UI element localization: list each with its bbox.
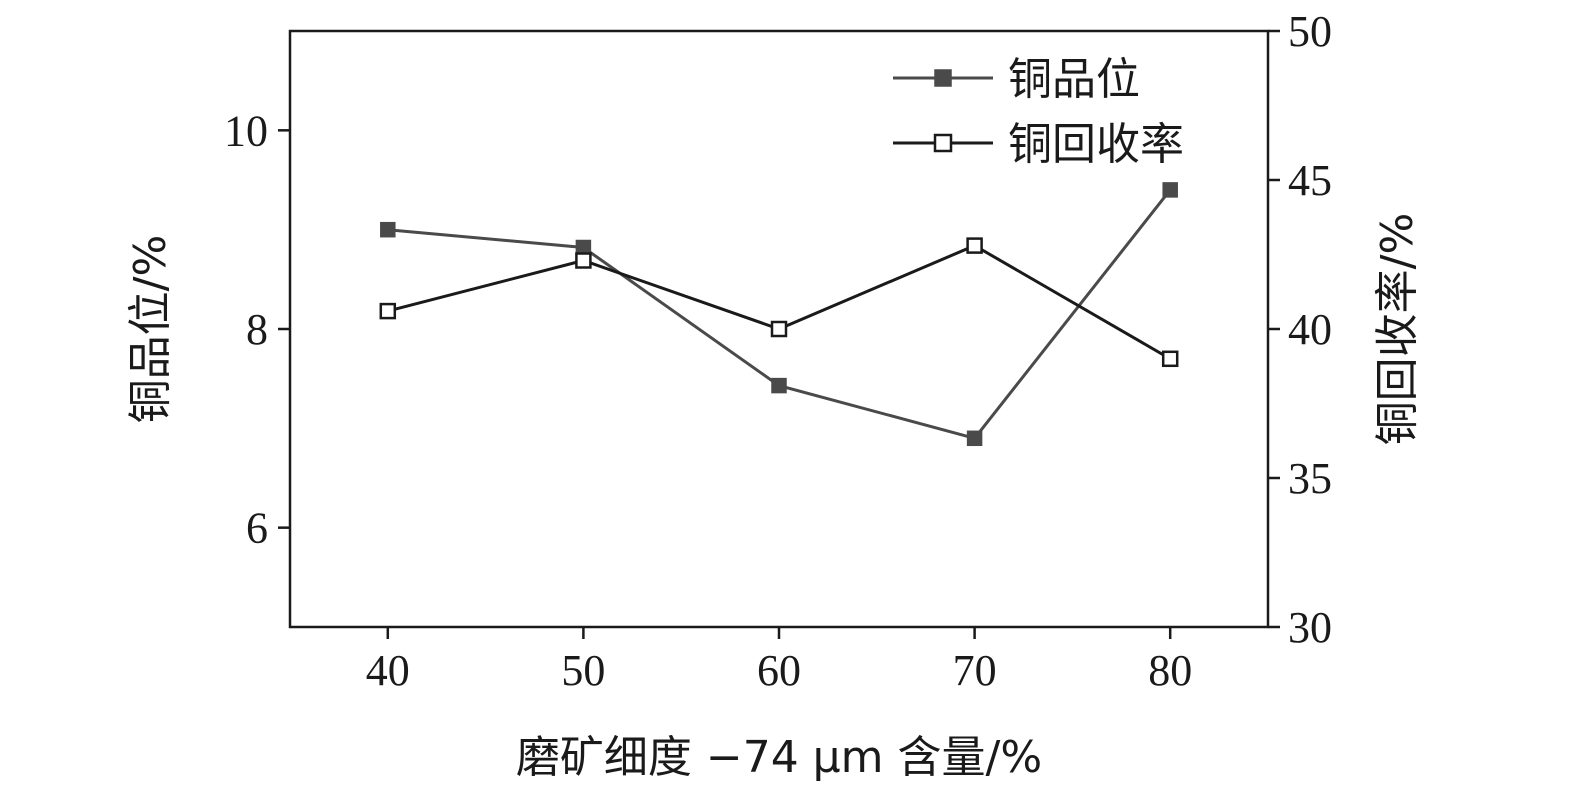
data-point-copper-recovery-60 [770,320,788,338]
legend-marker-copper-grade [934,69,952,87]
right-y-tick-label-35: 35 [1288,454,1332,503]
data-point-copper-recovery-40 [379,302,397,320]
right-y-tick-label-45: 45 [1288,156,1332,205]
data-point-copper-grade-70 [966,430,983,447]
x-tick-label-60: 60 [757,646,801,695]
x-tick-label-80: 80 [1148,646,1192,695]
legend-label-copper-grade: 铜品位 [1008,54,1140,105]
data-point-copper-recovery-80 [1161,350,1179,368]
left-y-axis-title: 铜品位/% [125,235,176,424]
left-y-tick-label-8: 8 [246,305,268,354]
series-layer [379,182,1179,447]
x-tick-label-70: 70 [953,646,997,695]
x-tick-label-50: 50 [561,646,605,695]
series-line-copper-recovery [387,243,1171,361]
data-point-copper-recovery-70 [966,237,983,254]
legend-label-copper-recovery: 铜回收率 [1008,119,1184,170]
left-y-tick-label-10: 10 [224,106,268,155]
left-y-tick-label-6: 6 [246,504,268,553]
right-y-axis-ticks: 30 35 40 45 50 [1268,7,1332,652]
x-tick-label-40: 40 [366,646,410,695]
data-point-copper-recovery-50 [575,252,592,269]
left-y-axis-ticks: 6 8 10 [224,106,290,553]
data-point-copper-grade-80 [1162,182,1178,198]
right-y-tick-label-40: 40 [1288,305,1332,354]
right-y-tick-label-50: 50 [1288,7,1332,56]
legend-item-copper-recovery: 铜回收率 [893,119,1184,170]
legend-item-copper-grade: 铜品位 [893,54,1140,105]
series-line-copper-grade [387,188,1172,441]
data-point-copper-grade-40 [380,221,396,238]
right-y-tick-label-30: 30 [1288,603,1332,652]
legend-marker-copper-recovery [933,133,953,153]
data-point-copper-grade-60 [771,377,787,394]
x-axis-title: 磨矿细度 −74 μm 含量/% [516,732,1042,783]
x-axis-ticks: 40 50 60 70 80 [366,627,1192,695]
right-y-axis-title: 铜回收率/% [1372,213,1423,446]
legend: 铜品位 铜回收率 [893,54,1184,170]
